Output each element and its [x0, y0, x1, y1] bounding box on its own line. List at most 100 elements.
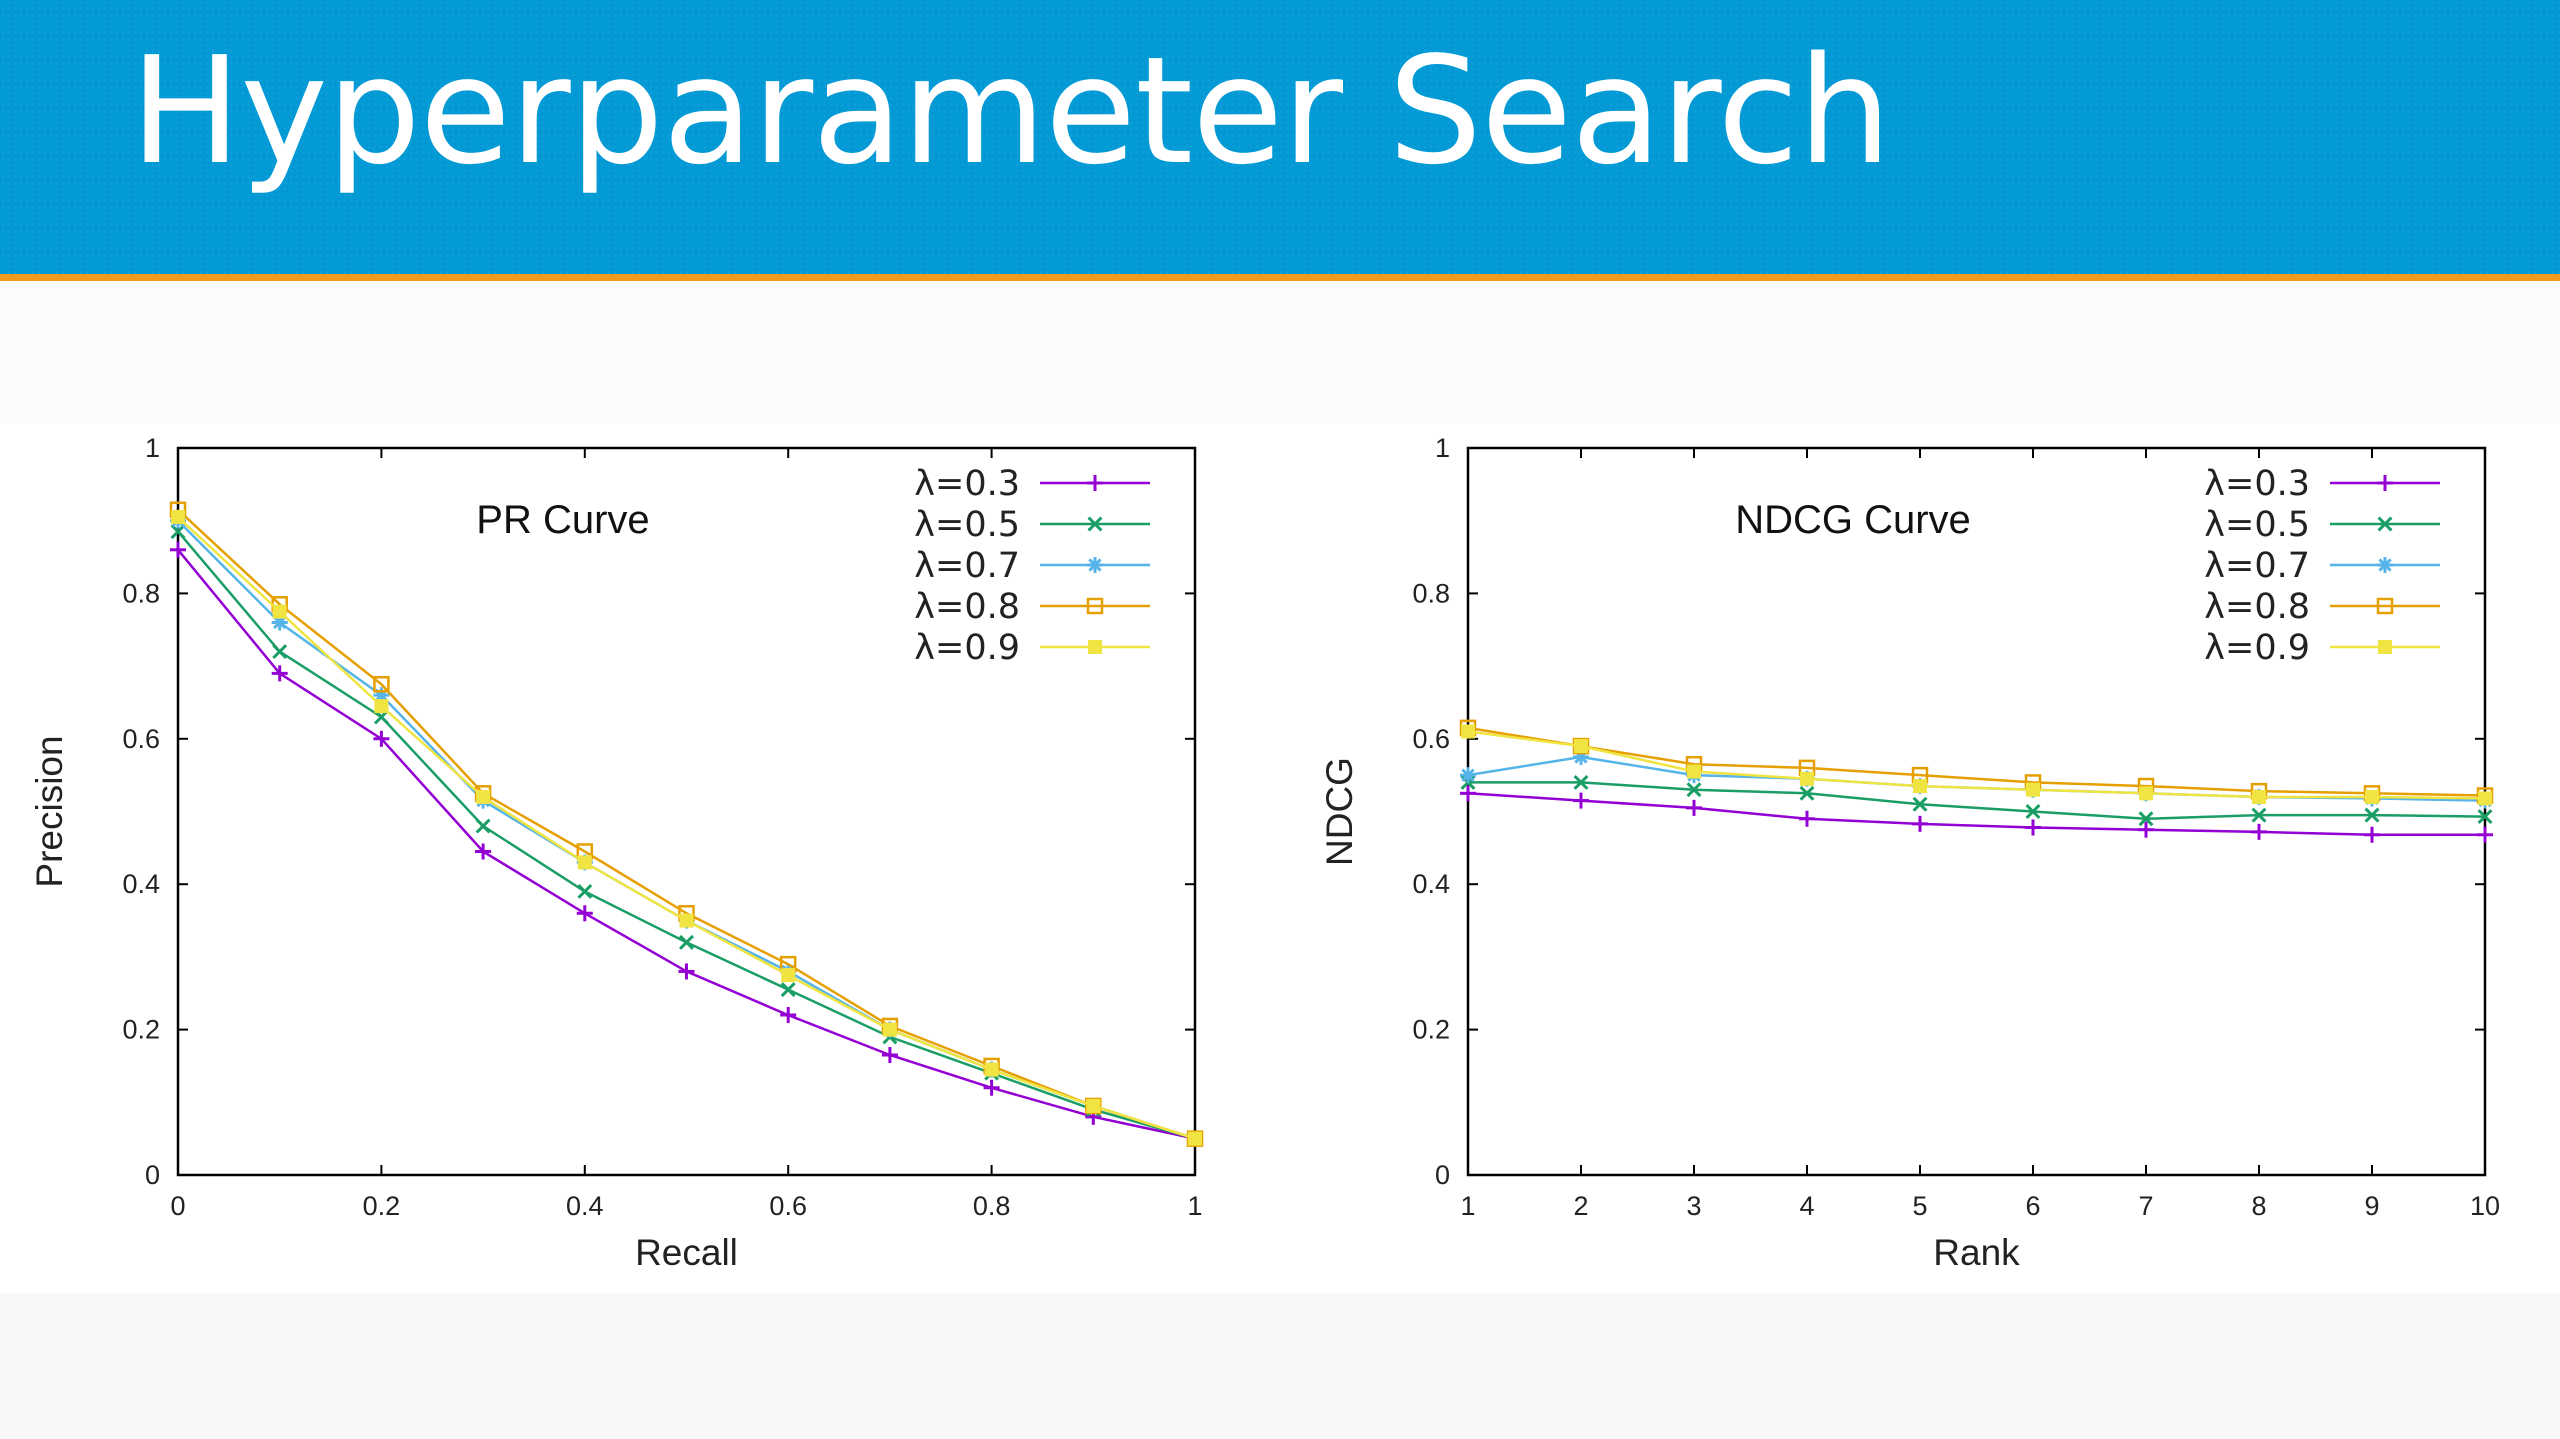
pr-series-line [177, 508, 1196, 1140]
pr-legend-entry: λ=0.7 [914, 546, 1150, 586]
pr-legend-marker [1087, 557, 1103, 573]
pr-legend-marker [1087, 475, 1103, 491]
pr-data-point [679, 934, 694, 950]
pr-legend-label: λ=0.9 [914, 628, 1020, 668]
ndcg-legend-entry: λ=0.5 [2204, 505, 2440, 545]
ndcg-data-point [2025, 804, 2041, 819]
ndcg-data-point [2138, 821, 2154, 838]
pr-x-tick-label: 0.2 [363, 1191, 401, 1221]
pr-data-point [170, 541, 186, 558]
ndcg-data-point [2251, 807, 2267, 823]
pr-data-point [374, 699, 389, 714]
pr-data-point [781, 968, 796, 983]
ndcg-legend-label: λ=0.8 [2204, 587, 2310, 627]
ndcg-data-point [1799, 785, 1815, 801]
ndcg-data-point [1460, 767, 1476, 784]
ndcg-data-point [2365, 789, 2379, 804]
upper-band [0, 281, 2560, 423]
pr-y-tick-label: 0.4 [122, 869, 160, 899]
ndcg-legend-marker [2377, 475, 2393, 491]
pr-data-point [577, 855, 592, 870]
pr-data-point [882, 1022, 897, 1037]
ndcg-data-point [1460, 785, 1476, 802]
ndcg-y-tick-label: 0 [1435, 1160, 1450, 1190]
pr-legend-marker [1087, 516, 1103, 532]
ndcg-data-point [1686, 799, 1702, 816]
ndcg-data-point [2477, 826, 2493, 843]
pr-curve-chart: 0 0.2 0.4 0.6 0.8 1 0 0.2 0.4 0.6 0.8 1 Recall Precis… [0, 423, 1280, 1293]
pr-plot-frame [176, 446, 1197, 1177]
pr-data-point [475, 818, 491, 834]
pr-data-point [170, 524, 186, 540]
pr-data-point [373, 730, 390, 747]
pr-data-point [373, 676, 390, 693]
ndcg-data-point [1913, 779, 1927, 794]
pr-y-tick-label: 0.6 [122, 724, 160, 754]
ndcg-data-point [2364, 826, 2380, 843]
ndcg-legend-label: λ=0.3 [2204, 464, 2310, 504]
ndcg-legend-entry: λ=0.9 [2204, 628, 2440, 668]
pr-data-point [780, 1007, 797, 1024]
pr-series-line [177, 519, 1196, 1140]
ndcg-x-tick-label: 10 [2470, 1191, 2500, 1221]
header-accent-line [0, 274, 2560, 281]
pr-series-0 [170, 541, 1203, 1147]
pr-y-tick-label: 0 [145, 1160, 160, 1190]
ndcg-y-tick-label: 0.4 [1412, 869, 1450, 899]
pr-y-tick-label: 1 [145, 433, 160, 463]
pr-x-tick-label: 0.8 [973, 1191, 1011, 1221]
pr-legend-label: λ=0.7 [914, 546, 1020, 586]
pr-data-point [475, 843, 492, 860]
ndcg-x-tick-label: 3 [1686, 1191, 1701, 1221]
ndcg-legend-label: λ=0.7 [2204, 546, 2310, 586]
pr-data-point [1086, 1098, 1101, 1113]
pr-data-point [272, 644, 288, 660]
ndcg-data-point [2478, 791, 2492, 806]
ndcg-series-line [1467, 730, 2486, 800]
ndcg-series-line [1467, 726, 2486, 797]
ndcg-legend-label: λ=0.9 [2204, 628, 2310, 668]
pr-legend-entry: λ=0.8 [914, 587, 1150, 627]
ndcg-data-point [2251, 823, 2267, 840]
pr-data-point [577, 884, 593, 899]
ndcg-y-tick-label: 1 [1435, 433, 1450, 463]
ndcg-x-tick-label: 5 [1912, 1191, 1927, 1221]
ndcg-legend-label: λ=0.5 [2204, 505, 2310, 545]
ndcg-series-line [1467, 792, 2485, 837]
pr-series-3 [169, 501, 1204, 1147]
ndcg-x-tick-label: 7 [2138, 1191, 2153, 1221]
slide-header: Hyperparameter Search [0, 0, 2560, 274]
pr-x-tick-label: 0.6 [769, 1191, 807, 1221]
pr-data-point [678, 963, 695, 980]
pr-x-tick-label: 1 [1187, 1191, 1202, 1221]
pr-data-point [983, 1079, 1000, 1096]
pr-data-point [476, 789, 491, 804]
pr-legend-label: λ=0.3 [914, 464, 1020, 504]
pr-series-line [177, 549, 1196, 1140]
ndcg-legend-marker [2378, 640, 2392, 654]
pr-data-point [881, 1047, 898, 1064]
pr-series-4 [171, 510, 1202, 1146]
ndcg-x-tick-label: 9 [2364, 1191, 2379, 1221]
ndcg-data-point [1574, 739, 1588, 754]
pr-data-point [679, 913, 694, 928]
pr-y-axis-label: Precision [29, 735, 70, 887]
pr-legend-marker [1088, 640, 1102, 654]
pr-data-point [780, 982, 796, 998]
ndcg-data-point [1573, 792, 1589, 809]
ndcg-data-point [2139, 786, 2153, 801]
pr-legend-label: λ=0.8 [914, 587, 1020, 627]
pr-legend-entry: λ=0.9 [914, 628, 1150, 668]
ndcg-x-axis-label: Rank [1933, 1232, 2020, 1273]
ndcg-legend-entry: λ=0.3 [2204, 464, 2440, 504]
pr-x-axis-label: Recall [635, 1232, 738, 1273]
pr-data-point [271, 614, 288, 631]
pr-series-line [177, 530, 1196, 1140]
ndcg-data-point [2138, 811, 2154, 827]
pr-chart-title: PR Curve [476, 498, 649, 542]
pr-series-line [177, 516, 1196, 1140]
ndcg-data-point [2364, 807, 2380, 823]
pr-legend-entry: λ=0.5 [914, 505, 1150, 545]
pr-curve-svg: 0 0.2 0.4 0.6 0.8 1 0 0.2 0.4 0.6 0.8 1 Recall Precis… [29, 433, 1204, 1273]
ndcg-data-point [2477, 809, 2493, 825]
